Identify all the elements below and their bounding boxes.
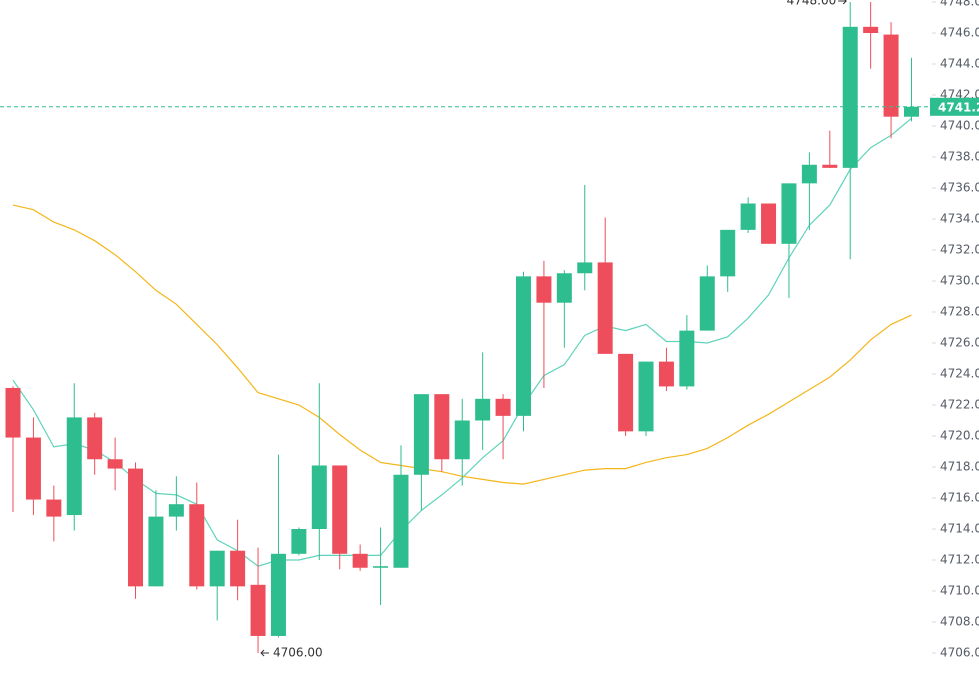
- y-tick-label: 4736.00: [940, 181, 979, 195]
- candle-body: [781, 183, 797, 244]
- candle-body: [577, 262, 593, 274]
- y-tick-label: 4720.00: [940, 429, 979, 443]
- y-tick-label: 4724.00: [940, 367, 979, 381]
- candle-body: [291, 529, 307, 554]
- y-tick-label: 4744.00: [940, 57, 979, 71]
- candle-body: [516, 276, 531, 416]
- candle-body: [903, 106, 919, 117]
- moving-average-line: [12, 117, 912, 567]
- candle-body: [556, 273, 572, 303]
- candle-body: [740, 203, 756, 230]
- y-tick-label: 4730.00: [940, 274, 979, 288]
- current-price-box: [930, 97, 979, 116]
- candle-body: [270, 553, 286, 636]
- candle-body: [863, 26, 879, 34]
- candle-body: [393, 474, 409, 568]
- candle-body: [107, 459, 123, 469]
- candle-body: [209, 550, 225, 587]
- candle-body: [720, 229, 736, 277]
- candle-body: [842, 26, 858, 168]
- y-tick-label: 4712.00: [940, 553, 979, 567]
- low-marker-arrow: [260, 649, 270, 657]
- candle-body: [311, 465, 327, 530]
- candle-body: [66, 417, 82, 516]
- candle-body: [250, 584, 266, 636]
- candle-body: [699, 276, 715, 331]
- high-marker-label: 4748.00: [787, 0, 837, 8]
- candle-body: [373, 566, 389, 568]
- candle-body: [597, 262, 613, 354]
- high-marker-arrow: [838, 0, 847, 5]
- candle-body: [638, 361, 654, 432]
- candle-body: [189, 504, 205, 587]
- y-tick-label: 4706.00: [940, 646, 979, 660]
- candle-body: [822, 164, 838, 168]
- candle-body: [46, 499, 62, 517]
- y-tick-label: 4740.00: [940, 119, 979, 133]
- y-tick-label: 4708.00: [940, 615, 979, 629]
- candle-body: [475, 398, 491, 421]
- y-tick-label: 4738.00: [940, 150, 979, 164]
- y-tick-label: 4726.00: [940, 336, 979, 350]
- candle-body: [801, 164, 817, 184]
- candle-body: [25, 437, 41, 500]
- candle-body: [883, 34, 899, 117]
- candle-body: [128, 468, 144, 587]
- candle-body: [618, 353, 634, 432]
- candle-body: [679, 330, 695, 387]
- candle-body: [413, 394, 429, 475]
- y-tick-label: 4710.00: [940, 584, 979, 598]
- y-tick-label: 4716.00: [940, 491, 979, 505]
- y-tick-label: 4748.00: [940, 0, 979, 9]
- y-tick-label: 4732.00: [940, 243, 979, 257]
- candle-body: [761, 203, 777, 244]
- candle-body: [434, 394, 450, 460]
- candle-body: [230, 550, 246, 587]
- candle-body: [148, 516, 164, 587]
- y-tick-label: 4734.00: [940, 212, 979, 226]
- candle-body: [332, 465, 348, 554]
- current-price-label: 4741.24: [938, 100, 979, 114]
- candle-body: [536, 276, 552, 303]
- candle-body: [168, 504, 184, 517]
- candle-body: [87, 417, 103, 460]
- candle-body: [495, 398, 511, 416]
- low-marker-label: 4706.00: [273, 646, 323, 660]
- y-tick-label: 4718.00: [940, 460, 979, 474]
- y-tick-label: 4728.00: [940, 305, 979, 319]
- candle-body: [658, 361, 674, 387]
- y-tick-label: 4714.00: [940, 522, 979, 536]
- candle-body: [5, 387, 21, 438]
- y-tick-label: 4746.00: [940, 26, 979, 40]
- y-tick-label: 4722.00: [940, 398, 979, 412]
- candle-body: [454, 420, 470, 460]
- candle-body: [352, 553, 368, 568]
